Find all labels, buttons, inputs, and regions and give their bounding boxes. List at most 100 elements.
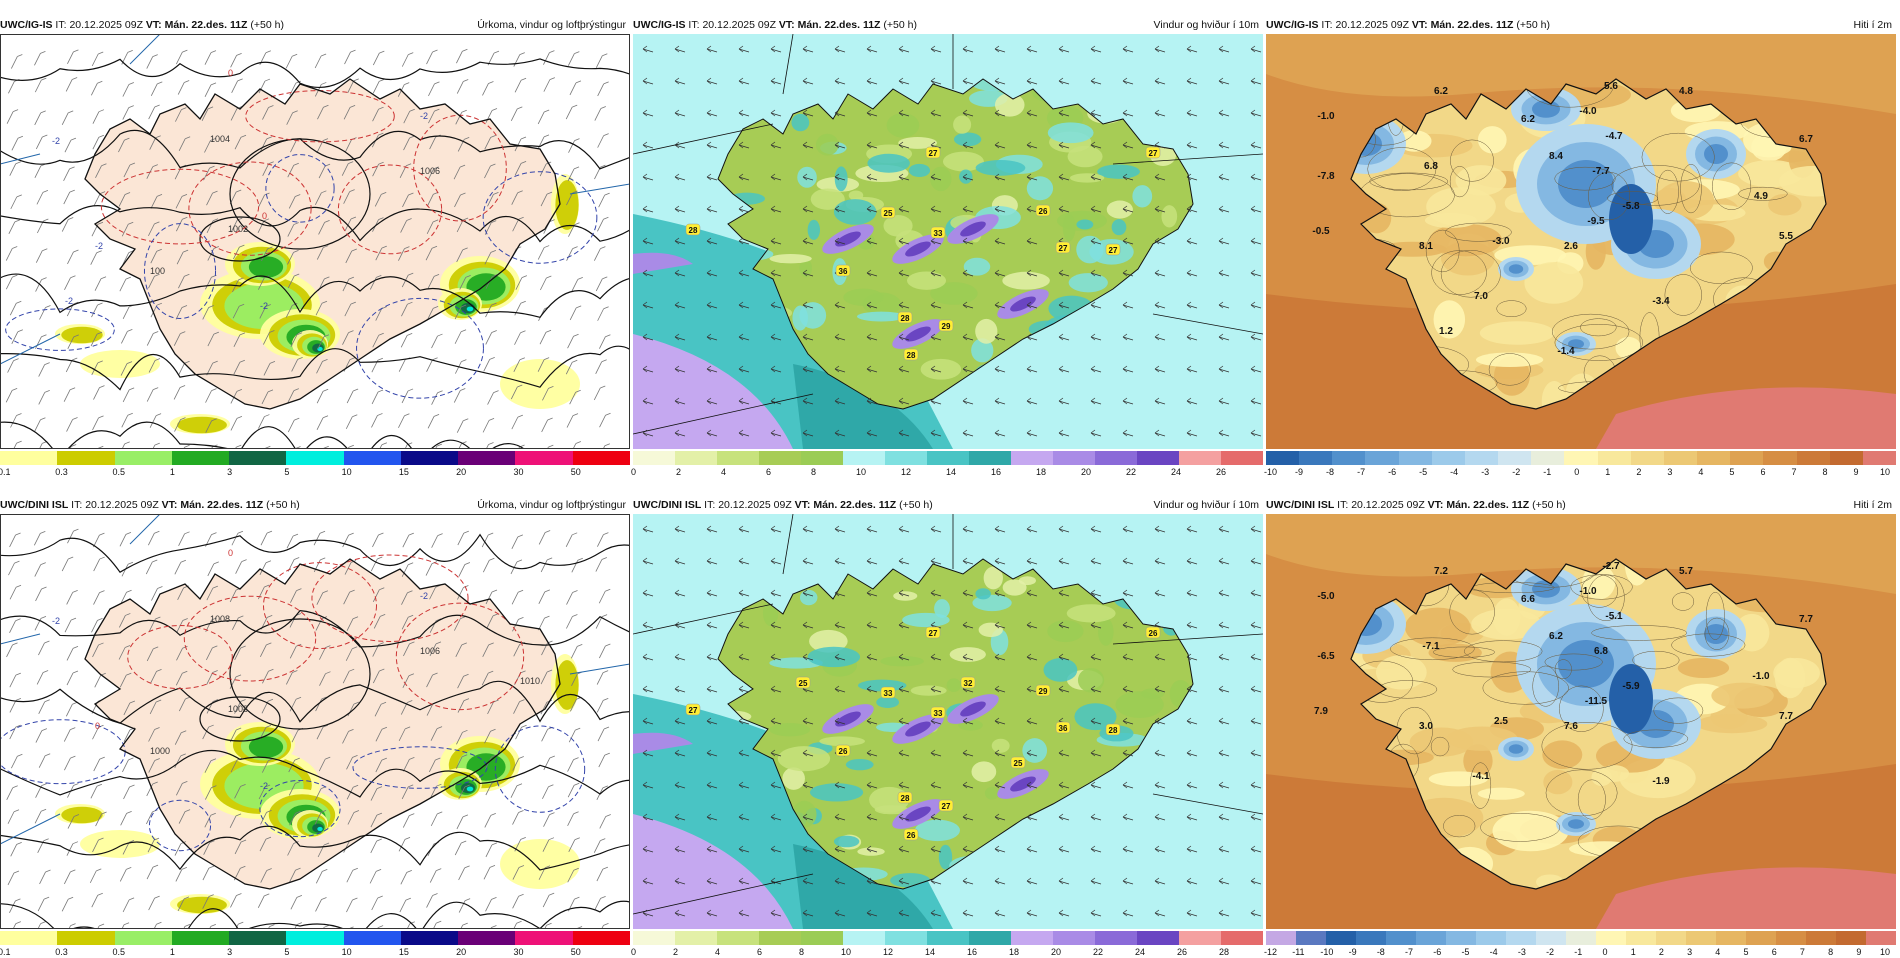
isobar-label: 1000 bbox=[150, 746, 170, 756]
temperature-value: 6.2 bbox=[1521, 114, 1535, 125]
colorbar-tick-label: 22 bbox=[1126, 466, 1136, 478]
colorbar-tick-label: 3 bbox=[227, 466, 232, 478]
svg-text:28: 28 bbox=[901, 314, 910, 323]
panel-header: UWC/IG-IS IT: 20.12.2025 09Z VT: Mán. 22… bbox=[0, 17, 630, 33]
precip-area bbox=[292, 810, 328, 838]
colorbar-tick-label: 0 bbox=[1574, 466, 1579, 478]
isobar-label: 1002 bbox=[228, 224, 248, 234]
colorbar-tick-label: 7 bbox=[1800, 946, 1805, 958]
colorbar-swatch bbox=[286, 931, 343, 945]
gust-label: 36 bbox=[836, 265, 850, 276]
temperature-value: 6.8 bbox=[1594, 646, 1608, 657]
colorbar-swatch bbox=[0, 931, 57, 945]
temperature-value: -3.4 bbox=[1652, 296, 1670, 307]
temperature-value: -1.0 bbox=[1579, 586, 1597, 597]
colorbar bbox=[1266, 931, 1896, 945]
colorbar-tick-label: 1 bbox=[170, 946, 175, 958]
colorbar-swatch bbox=[801, 931, 843, 945]
model-name: UWC/IG-IS bbox=[0, 19, 53, 31]
colorbar-swatch bbox=[1866, 931, 1896, 945]
temperature-label: -2 bbox=[95, 241, 103, 251]
temperature-value: -3.0 bbox=[1492, 236, 1510, 247]
temperature-value: -4.0 bbox=[1579, 106, 1597, 117]
svg-text:26: 26 bbox=[907, 831, 916, 840]
colorbar-tick-label: 4 bbox=[1698, 466, 1703, 478]
temperature-value: 7.6 bbox=[1564, 721, 1578, 732]
precip-area bbox=[55, 804, 105, 824]
colorbar-tick-label: 8 bbox=[1828, 946, 1833, 958]
colorbar-swatch bbox=[1730, 451, 1763, 465]
valid-time: Mán. 22.des. 11Z bbox=[1431, 19, 1514, 31]
colorbar-swatch bbox=[515, 931, 572, 945]
colorbar-swatch bbox=[229, 931, 286, 945]
colorbar-tick-label: 2 bbox=[1659, 946, 1664, 958]
colorbar-swatch bbox=[1506, 931, 1536, 945]
temperature-value: 8.1 bbox=[1419, 241, 1433, 252]
colorbar-swatch bbox=[885, 931, 927, 945]
gust-label: 26 bbox=[1146, 627, 1160, 638]
colorbar-swatch bbox=[1797, 451, 1830, 465]
colorbar-swatch bbox=[759, 451, 801, 465]
colorbar-tick-label: 24 bbox=[1135, 946, 1145, 958]
colorbar-swatch bbox=[458, 931, 515, 945]
colorbar-tick-label: 3 bbox=[1687, 946, 1692, 958]
colorbar-tick-label: 2 bbox=[676, 466, 681, 478]
colorbar-tick-label: -3 bbox=[1481, 466, 1489, 478]
colorbar-swatch bbox=[1498, 451, 1531, 465]
colorbar-tick-label: 4 bbox=[1715, 946, 1720, 958]
colorbar-tick-label: 0.5 bbox=[113, 946, 126, 958]
temperature-value: -4.7 bbox=[1605, 131, 1623, 142]
gust-label: 27 bbox=[926, 627, 940, 638]
colorbar-tick-label: 4 bbox=[715, 946, 720, 958]
panel-header: UWC/IG-IS IT: 20.12.2025 09Z VT: Mán. 22… bbox=[1266, 17, 1896, 33]
colorbar-swatch bbox=[1536, 931, 1566, 945]
temperature-value: 6.2 bbox=[1549, 631, 1563, 642]
colorbar-tick-label: 5 bbox=[284, 466, 289, 478]
svg-text:26: 26 bbox=[839, 747, 848, 756]
colorbar-swatch bbox=[1664, 451, 1697, 465]
colorbar-swatch bbox=[1806, 931, 1836, 945]
model-name: UWC/IG-IS bbox=[633, 19, 686, 31]
issue-time: 20.12.2025 09Z bbox=[1351, 499, 1425, 511]
colorbar-swatch bbox=[1830, 451, 1863, 465]
svg-text:28: 28 bbox=[907, 351, 916, 360]
gust-label: 36 bbox=[1056, 722, 1070, 733]
temperature-value: -9.5 bbox=[1587, 216, 1605, 227]
svg-text:32: 32 bbox=[964, 679, 973, 688]
colorbar-tick-label: 0 bbox=[631, 466, 636, 478]
colorbar-swatch bbox=[1564, 451, 1597, 465]
precip-area bbox=[438, 288, 482, 320]
svg-text:27: 27 bbox=[929, 149, 938, 158]
temperature-value: 6.6 bbox=[1521, 594, 1535, 605]
lead-time: (+50 h) bbox=[883, 19, 917, 31]
svg-text:26: 26 bbox=[1039, 207, 1048, 216]
colorbar-swatch bbox=[1863, 451, 1896, 465]
colorbar-swatch bbox=[57, 931, 114, 945]
colorbar-swatch bbox=[633, 451, 675, 465]
lead-time: (+50 h) bbox=[899, 499, 933, 511]
colorbar-tick-label: 0.1 bbox=[0, 466, 11, 478]
colorbar-tick-label: 0.1 bbox=[0, 946, 11, 958]
colorbar-swatch bbox=[1531, 451, 1564, 465]
panel-title: Hiti í 2m bbox=[1853, 497, 1892, 513]
colorbar-tick-label: 0.3 bbox=[55, 466, 68, 478]
colorbar-tick-label: 18 bbox=[1036, 466, 1046, 478]
lead-time: (+50 h) bbox=[266, 499, 300, 511]
model-name: UWC/DINI ISL bbox=[0, 499, 68, 511]
colorbar-tick-label: 10 bbox=[841, 946, 851, 958]
colorbar-swatch bbox=[1626, 931, 1656, 945]
temperature-value: 7.2 bbox=[1434, 566, 1448, 577]
isobar-label: 1006 bbox=[420, 646, 440, 656]
colorbar-swatch bbox=[1746, 931, 1776, 945]
colorbar-tick-label: 20 bbox=[456, 466, 466, 478]
colorbar-tick-label: 0 bbox=[1602, 946, 1607, 958]
temperature-value: -1.0 bbox=[1317, 111, 1335, 122]
temperature-label: -2 bbox=[420, 111, 428, 121]
